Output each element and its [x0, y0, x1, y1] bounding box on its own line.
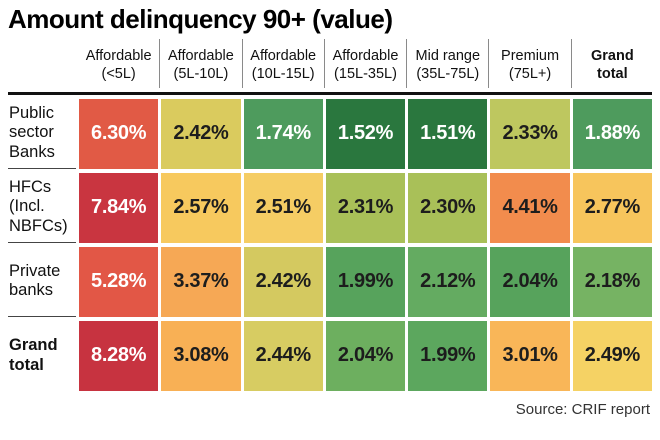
page-title: Amount delinquency 90+ (value): [8, 4, 393, 34]
heatmap-cell: 8.28%: [79, 320, 159, 391]
column-header-affordable-5l-10l: Affordable (5L-10L): [159, 39, 240, 88]
heatmap-cell: 2.12%: [408, 246, 488, 317]
column-header-mid-range: Mid range (35L-75L): [406, 39, 487, 88]
heatmap-cell: 2.42%: [243, 246, 323, 317]
heatmap-cell: 2.51%: [243, 172, 323, 243]
table-row-hfcs: HFCs (Incl. NBFCs) 7.84% 2.57% 2.51% 2.3…: [8, 172, 652, 243]
table-row-grand-total: Grand total 8.28% 3.08% 2.44% 2.04% 1.99…: [8, 320, 652, 391]
column-header-affordable-10l-15l: Affordable (10L-15L): [241, 39, 323, 88]
heatmap-cell: 1.51%: [408, 98, 488, 169]
heatmap-cell: 1.52%: [325, 98, 406, 169]
column-header-premium: Premium (75L+): [488, 39, 569, 88]
heatmap-cell: 2.57%: [161, 172, 241, 243]
heatmap-cell: 6.30%: [79, 98, 159, 169]
heatmap-cell: 7.84%: [79, 172, 159, 243]
row-label: Private banks: [8, 247, 76, 317]
heatmap-cell: 2.77%: [572, 172, 652, 243]
table-row-private-banks: Private banks 5.28% 3.37% 2.42% 1.99% 2.…: [8, 246, 652, 317]
heatmap-cell: 1.74%: [243, 98, 323, 169]
heatmap-cell: 2.04%: [325, 320, 406, 391]
heatmap-cell: 3.01%: [490, 320, 570, 391]
heatmap-cell: 2.42%: [161, 98, 241, 169]
corner-spacer: [8, 39, 76, 87]
heatmap-cell: 4.41%: [490, 172, 570, 243]
heatmap-cell: 2.18%: [572, 246, 652, 317]
heatmap-cell: 2.30%: [408, 172, 488, 243]
heatmap-cell: 5.28%: [79, 246, 159, 317]
heatmap-cell: 1.88%: [572, 98, 652, 169]
table-row-public-sector-banks: Public sector Banks 6.30% 2.42% 1.74% 1.…: [8, 98, 652, 169]
heatmap-cell: 2.04%: [490, 246, 570, 317]
heatmap-cell: 2.33%: [490, 98, 570, 169]
table-header-row: Affordable (<5L) Affordable (5L-10L) Aff…: [8, 39, 652, 95]
column-header-grand-total: Grand total: [570, 39, 652, 88]
row-label: HFCs (Incl. NBFCs): [8, 173, 76, 243]
heatmap-cell: 1.99%: [325, 246, 406, 317]
heatmap-cell: 1.99%: [408, 320, 488, 391]
row-label: Grand total: [9, 336, 58, 374]
heatmap-cell: 3.37%: [161, 246, 241, 317]
heatmap-cell: 3.08%: [161, 320, 241, 391]
row-label: Public sector Banks: [8, 99, 76, 169]
heatmap-cell: 2.49%: [572, 320, 652, 391]
column-header-affordable-15l-35l: Affordable (15L-35L): [323, 39, 405, 88]
heatmap-cell: 2.44%: [243, 320, 323, 391]
source-credit: Source: CRIF report: [515, 400, 650, 418]
heatmap-table-panel: Amount delinquency 90+ (value) Affordabl…: [8, 4, 652, 418]
heatmap-cell: 2.31%: [325, 172, 406, 243]
column-header-affordable-under-5l: Affordable (<5L): [85, 48, 152, 83]
